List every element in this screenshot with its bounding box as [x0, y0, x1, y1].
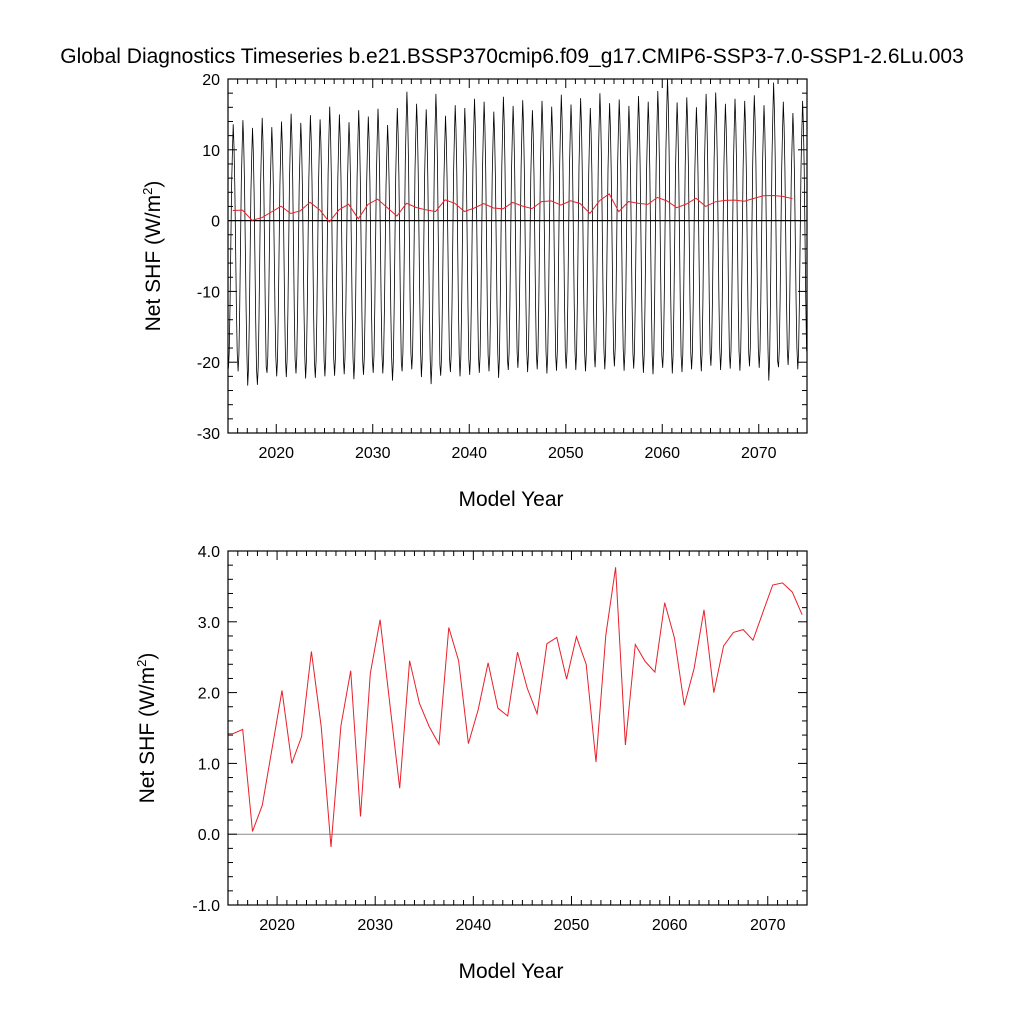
top-y-tick-label: 20	[202, 72, 220, 89]
top-axes: 2020 2030 2040 2050 2060 2070 -30 -20 -10 0 10 20	[197, 72, 808, 462]
bottom-x-tick-label: 2060	[652, 917, 688, 934]
bottom-y-tick-label: 4.0	[198, 544, 220, 561]
annual-mean-series-line	[228, 567, 807, 848]
bottom-x-tick-label: 2020	[259, 917, 295, 934]
top-x-tick-label: 2050	[548, 445, 584, 462]
top-annual-mean-line	[232, 193, 793, 223]
bottom-panel: 2020 2030 2040 2050 2060 2070 -1.0 0.0 1.0 2.0 3.0…	[134, 544, 808, 983]
bottom-y-tick-label: -1.0	[192, 898, 220, 915]
top-x-tick-label: 2020	[258, 445, 294, 462]
bottom-x-tick-label: 2050	[554, 917, 590, 934]
bottom-y-tick-label: 3.0	[198, 615, 220, 632]
top-y-tick-label: -20	[197, 355, 220, 372]
top-x-tick-label: 2070	[741, 445, 777, 462]
chart-title: Global Diagnostics Timeseries b.e21.BSSP…	[60, 45, 964, 68]
bottom-x-tick-label: 2040	[456, 917, 492, 934]
bottom-x-axis-label: Model Year	[458, 960, 563, 983]
top-panel: 2020 2030 2040 2050 2060 2070 -30 -20 -10 0 10 20 M…	[140, 72, 808, 511]
top-y-axis-label-sup: 2	[140, 188, 155, 195]
bottom-y-tick-label: 1.0	[198, 756, 220, 773]
top-x-axis-label: Model Year	[458, 488, 563, 511]
top-x-tick-label: 2060	[644, 445, 680, 462]
top-x-tick-label: 2040	[451, 445, 487, 462]
bottom-y-axis-label: Net SHF (W/m2)	[134, 653, 159, 804]
bottom-annual-mean-line	[228, 567, 803, 847]
top-y-tick-label: 0	[211, 214, 220, 231]
top-y-tick-label: -10	[197, 284, 220, 301]
top-y-tick-label: 10	[202, 143, 220, 160]
bottom-x-tick-label: 2030	[357, 917, 393, 934]
top-y-axis-label: Net SHF (W/m2)	[140, 181, 165, 332]
annual-mean-line	[228, 193, 807, 223]
bottom-y-tick-label: 2.0	[198, 686, 220, 703]
bottom-x-tick-label: 2070	[750, 917, 786, 934]
bottom-y-tick-label: 0.0	[198, 827, 220, 844]
top-x-tick-label: 2030	[355, 445, 391, 462]
bottom-y-axis-label-sup: 2	[134, 660, 149, 667]
top-plot-frame	[227, 78, 808, 434]
top-y-tick-label: -30	[197, 426, 220, 443]
bottom-plot-frame	[227, 550, 808, 906]
monthly-net-shf-line	[228, 79, 807, 386]
monthly-series-line	[228, 79, 807, 386]
bottom-axes: 2020 2030 2040 2050 2060 2070 -1.0 0.0 1.0 2.0 3.0…	[192, 544, 808, 934]
